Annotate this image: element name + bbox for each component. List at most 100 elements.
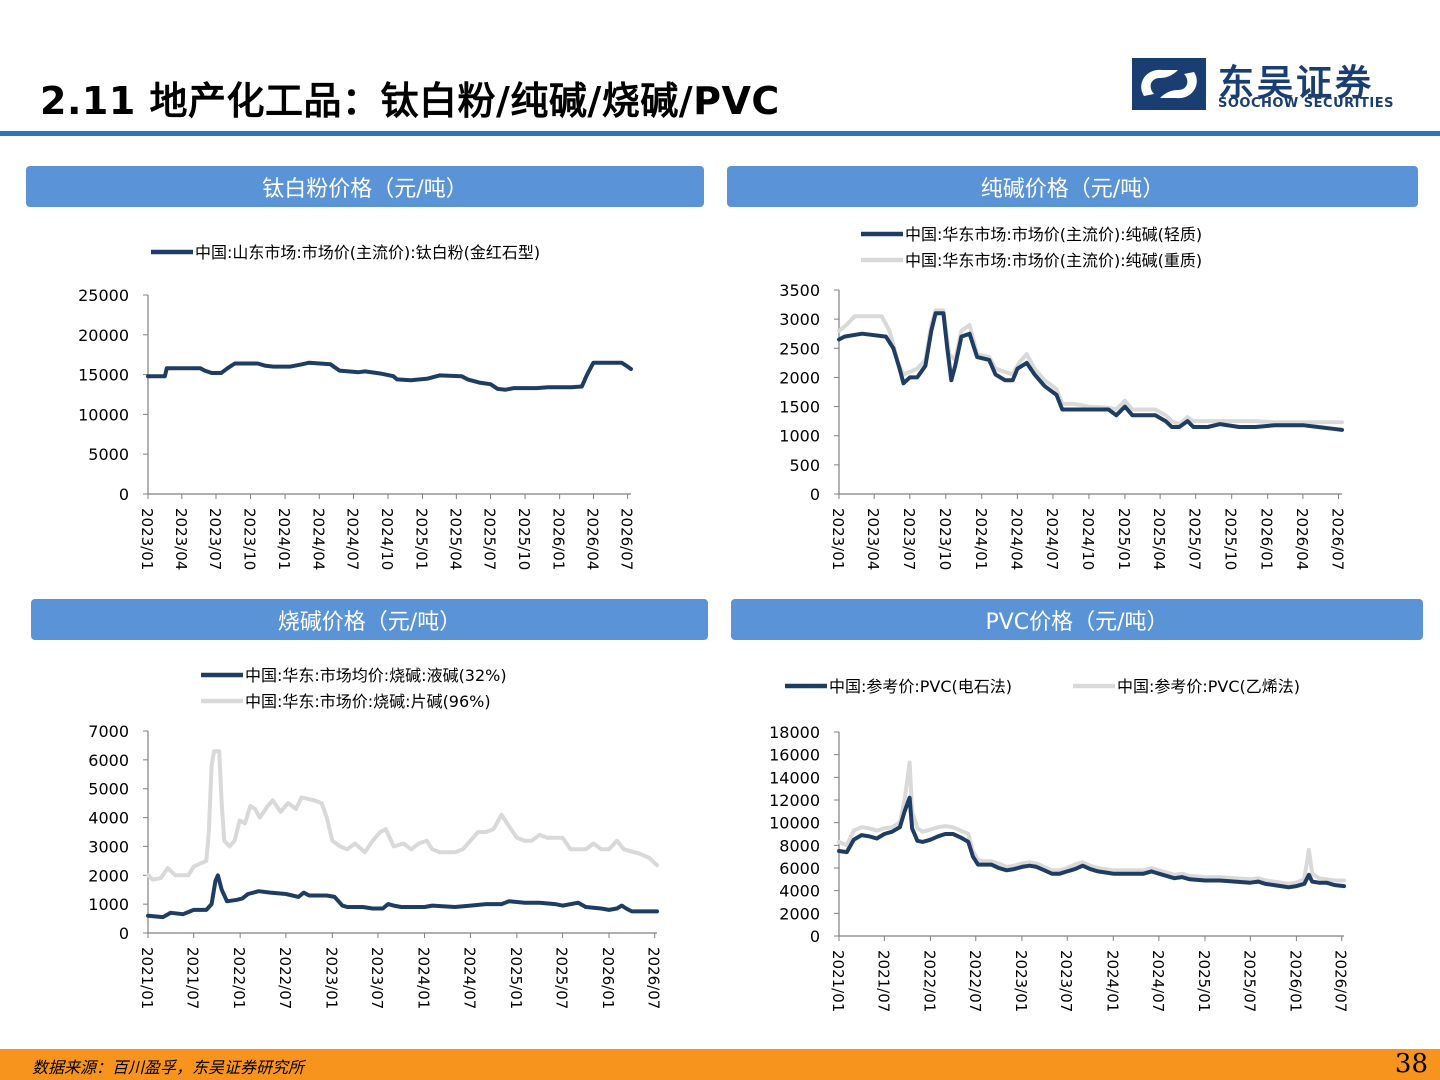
series-line-1 [837,795,1346,890]
y-tick-label: 1000 [88,895,129,914]
x-tick-label: 2021/01 [138,947,156,1009]
x-tick-label: 2023/07 [1057,950,1075,1012]
y-tick-label: 18000 [769,723,820,742]
x-tick-label: 2026/01 [599,947,617,1009]
x-tick-label: 2025/07 [481,508,499,570]
panel-title-soda-ash: 纯碱价格（元/吨） [727,166,1418,207]
series-line-1 [146,360,633,392]
x-tick-label: 2026/07 [1332,950,1350,1012]
series-line-2 [837,760,1346,886]
footer-source: 数据来源：百川盈孚，东吴证券研究所 [32,1058,305,1077]
y-tick-label: 16000 [769,746,820,765]
x-tick-label: 2021/07 [184,947,202,1009]
x-tick-label: 2026/04 [583,508,601,570]
panel-title-caustic-soda: 烧碱价格（元/吨） [31,599,708,640]
legend-label: 中国:山东市场:市场价(主流价):钛白粉(金红石型) [195,243,540,262]
y-tick-label: 20000 [78,326,129,345]
y-tick-label: 6000 [779,859,820,878]
x-tick-label: 2025/01 [413,508,431,570]
x-tick-label: 2024/01 [275,508,293,570]
x-tick-label: 2026/01 [1286,950,1304,1012]
legend-entry: 中国:华东市场:市场价(主流价):纯碱(轻质) [861,225,1202,244]
x-tick-label: 2025/10 [515,508,533,570]
x-tick-label: 2024/01 [1103,950,1121,1012]
x-tick-label: 2024/07 [343,508,361,570]
x-tick-label: 2024/01 [972,508,990,570]
chart-pvc: 中国:参考价:PVC(电石法) 中国:参考价:PVC(乙烯法) 0 2000 4000 6… [769,677,1350,1012]
x-tick-label: 2026/01 [1258,508,1276,570]
x-tick-label: 2025/07 [553,947,571,1009]
x-tick-label: 2025/10 [1222,508,1240,570]
x-tick-label: 2024/04 [309,508,327,570]
x-tick-label: 2025/01 [1195,950,1213,1012]
x-tick-label: 2021/01 [829,950,847,1012]
y-tick-label: 1500 [779,398,820,417]
y-tick-label: 0 [119,924,129,943]
x-tick-label: 2025/07 [1240,950,1258,1012]
chart-tio2: 中国:山东市场:市场价(主流价):钛白粉(金红石型) 0 5000 10000 1500… [78,243,636,570]
y-tick-label: 7000 [88,722,129,741]
x-tick-label: 2023/07 [368,947,386,1009]
legend-entry: 中国:参考价:PVC(电石法) [785,677,1012,696]
x-tick-label: 2026/01 [550,508,568,570]
series-line-2 [146,749,659,882]
x-tick-label: 2023/01 [138,508,156,570]
x-tick-label: 2025/07 [1186,508,1204,570]
y-tick-label: 3000 [88,837,129,856]
x-tick-label: 2023/10 [936,508,954,570]
legend-label: 中国:华东市场:市场价(主流价):纯碱(轻质) [905,225,1202,244]
legend-label: 中国:华东:市场价:烧碱:片碱(96%) [245,692,491,711]
x-tick-label: 2026/04 [1293,508,1311,570]
x-tick-label: 2024/07 [1149,950,1167,1012]
x-tick-label: 2023/01 [829,508,847,570]
y-tick-label: 12000 [769,791,820,810]
x-tick-label: 2025/04 [446,508,464,570]
brand-logo: 东吴证券 SOOCHOW SECURITIES [1132,56,1412,116]
footer-bar: 数据来源：百川盈孚，东吴证券研究所 38 [0,1049,1440,1080]
x-tick-label: 2023/01 [1012,950,1030,1012]
legend-label: 中国:华东:市场均价:烧碱:液碱(32%) [245,666,507,685]
y-tick-label: 8000 [779,836,820,855]
legend-label: 中国:参考价:PVC(乙烯法) [1117,677,1300,696]
x-tick-label: 2023/04 [864,508,882,570]
y-tick-label: 3000 [779,310,820,329]
y-tick-label: 0 [810,485,820,504]
legend-entry: 中国:华东:市场均价:烧碱:液碱(32%) [201,666,507,685]
y-tick-label: 2000 [88,866,129,885]
legend-label: 中国:参考价:PVC(电石法) [829,677,1012,696]
y-tick-label: 4000 [779,882,820,901]
x-tick-label: 2026/07 [645,947,663,1009]
x-tick-label: 2023/10 [241,508,259,570]
page-number: 38 [1394,1049,1428,1079]
page-title: 2.11 地产化工品：钛白粉/纯碱/烧碱/PVC [40,79,780,123]
legend-entry: 中国:山东市场:市场价(主流价):钛白粉(金红石型) [151,243,540,262]
x-tick-label: 2024/07 [460,947,478,1009]
x-tick-label: 2022/07 [276,947,294,1009]
chart-caustic-soda: 中国:华东:市场均价:烧碱:液碱(32%) 中国:华东:市场价:烧碱:片碱(96%… [88,666,663,1009]
y-tick-label: 25000 [78,286,129,305]
panel-title-pvc: PVC价格（元/吨） [731,599,1423,640]
panel-title-tio2: 钛白粉价格（元/吨） [26,166,704,207]
x-tick-label: 2025/01 [507,947,525,1009]
y-tick-label: 2500 [779,339,820,358]
y-tick-label: 5000 [88,780,129,799]
x-tick-label: 2021/07 [874,950,892,1012]
y-tick-label: 500 [789,456,820,475]
x-tick-label: 2023/07 [900,508,918,570]
x-tick-label: 2025/04 [1150,508,1168,570]
y-tick-label: 1000 [779,427,820,446]
x-tick-label: 2024/01 [414,947,432,1009]
x-tick-label: 2022/01 [920,950,938,1012]
x-tick-label: 2023/01 [322,947,340,1009]
x-tick-label: 2024/10 [378,508,396,570]
y-tick-label: 0 [810,927,820,946]
y-tick-label: 2000 [779,904,820,923]
x-tick-label: 2024/10 [1079,508,1097,570]
x-tick-label: 2025/01 [1115,508,1133,570]
series-line-1 [146,873,659,920]
y-tick-label: 0 [119,485,129,504]
header-rule [0,131,1440,136]
y-tick-label: 3500 [779,281,820,300]
y-tick-label: 10000 [769,814,820,833]
x-tick-label: 2024/04 [1007,508,1025,570]
